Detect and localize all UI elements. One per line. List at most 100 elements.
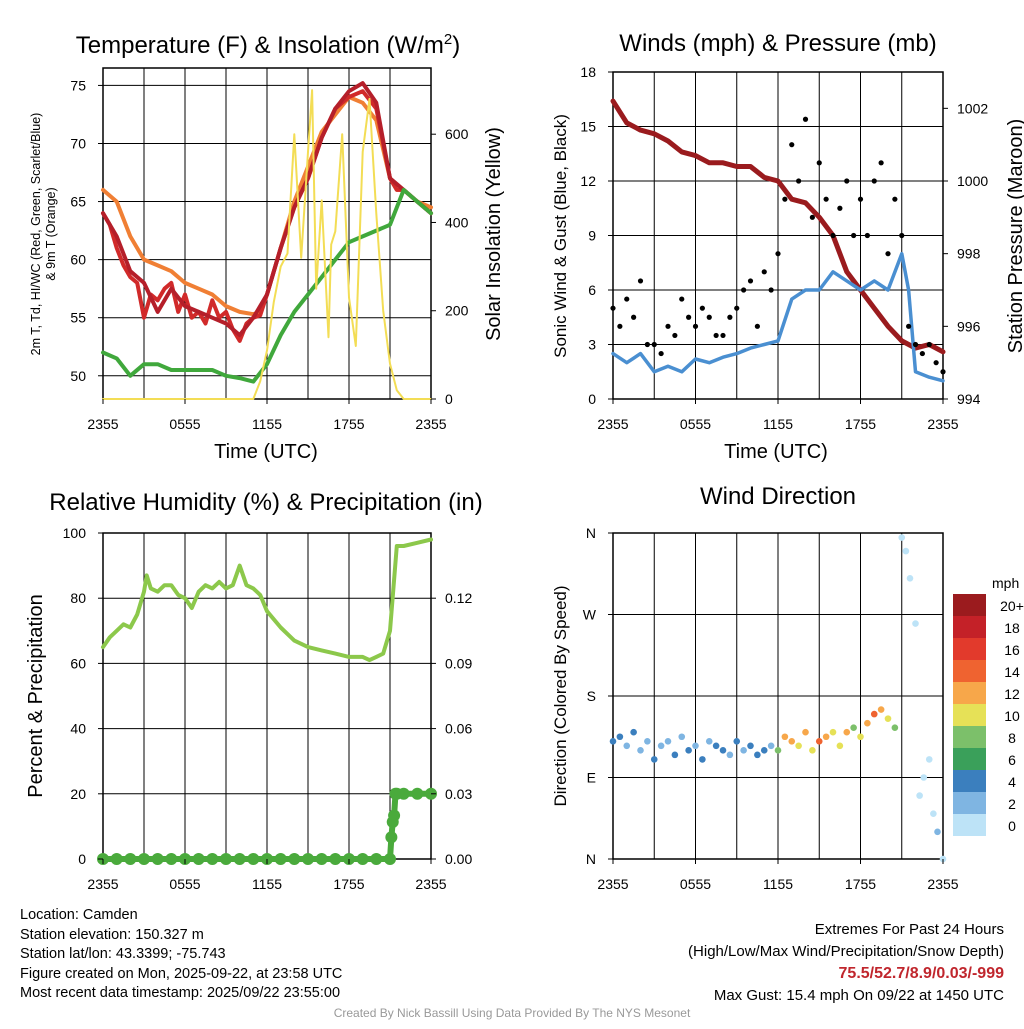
direction-point	[630, 728, 637, 736]
y2-tick-label: 0	[445, 391, 453, 407]
gust-point	[878, 160, 884, 166]
gust-point	[885, 251, 891, 257]
y-tick-label: N	[586, 851, 596, 867]
gust-point	[741, 287, 747, 293]
x-tick-label: 1755	[333, 416, 364, 432]
gust-point	[837, 205, 843, 211]
gust-point	[857, 196, 864, 202]
x-tick-label: 1755	[333, 876, 364, 892]
winds-xlabel: Time (UTC)	[724, 441, 828, 463]
y-tick-label: 50	[70, 368, 86, 384]
series-line-station-pressure	[610, 98, 946, 355]
y-tick-label: 60	[70, 252, 86, 268]
x-tick-label: 1755	[845, 876, 876, 892]
x-tick-label: 1755	[845, 416, 876, 432]
gust-point	[768, 287, 774, 293]
gust-point	[892, 196, 898, 202]
colorbar-label: 8	[1008, 730, 1016, 746]
direction-point	[891, 724, 899, 731]
direction-point	[616, 733, 624, 741]
x-tick-label: 1155	[252, 876, 282, 892]
direction-point	[934, 828, 941, 836]
gust-point	[823, 196, 829, 202]
winds-panel: Winds (mph) & Pressure (mb) 2355 0555 1155…	[551, 30, 1024, 463]
series-line-2m-td	[101, 187, 433, 384]
winds-title: Winds (mph) & Pressure (mb)	[619, 30, 936, 57]
direction-panel: Wind Direction 2355 0555 1155 1755 2355NESWN…	[551, 483, 1024, 892]
x-tick-label: 1155	[763, 876, 793, 892]
direction-point	[857, 733, 864, 741]
colorbar-swatch	[953, 704, 986, 726]
direction-point	[864, 719, 871, 727]
extremes-values: 75.5/52.7/8.9/0.03/-999	[838, 965, 1004, 982]
extremes-info: Extremes For Past 24 Hours (High/Low/Max…	[688, 919, 1004, 1007]
gust-point	[665, 323, 671, 329]
y-tick-label: 12	[580, 173, 596, 189]
y2-tick-label: 1002	[957, 100, 988, 116]
colorbar-label: 20+	[1000, 598, 1024, 614]
colorbar-label: 14	[1004, 664, 1020, 680]
series-line-rh	[101, 537, 433, 663]
gust-point	[679, 296, 685, 302]
station-info: Location: Camden Station elevation: 150.…	[20, 906, 342, 1004]
gust-point	[864, 232, 870, 239]
temperature-series	[101, 81, 433, 400]
temperature-xlabel: Time (UTC)	[214, 441, 318, 463]
direction-grid	[613, 533, 943, 859]
x-tick-label: 2355	[87, 416, 118, 432]
x-tick-label: 2355	[415, 416, 446, 432]
y-tick-label: 75	[70, 77, 86, 93]
series-line-hi-wc	[101, 81, 433, 338]
winds-ylabel-left: Sonic Wind & Gust (Blue, Black)	[551, 114, 570, 358]
direction-point	[719, 747, 727, 754]
extremes-title: Extremes For Past 24 Hours	[814, 921, 1004, 938]
series-line-2m-t	[101, 89, 433, 343]
gust-point	[644, 341, 650, 348]
direction-point	[664, 737, 672, 745]
y-tick-label: N	[586, 525, 596, 541]
direction-point	[712, 742, 720, 750]
gust-point	[713, 332, 719, 339]
direction-point	[671, 751, 679, 759]
direction-point	[822, 733, 830, 741]
direction-point	[774, 747, 782, 754]
gust-point	[672, 332, 678, 339]
direction-point	[902, 547, 910, 555]
y-tick-label: 70	[70, 135, 86, 151]
gust-point	[940, 369, 946, 375]
direction-point	[623, 742, 631, 750]
colorbar-label: 2	[1008, 796, 1016, 812]
series-line-solar-insolation	[102, 89, 432, 400]
temperature-ylabel-right: Solar Insolation (Yellow)	[483, 127, 505, 341]
y-tick-label: 80	[70, 590, 86, 606]
gust-point	[734, 305, 740, 311]
y-tick-label: 6	[588, 282, 596, 298]
humidity-ylabel-left: Percent & Precipitation	[25, 594, 47, 797]
y-tick-label: 0	[588, 391, 596, 407]
gust-point	[658, 350, 664, 357]
gust-point	[651, 341, 657, 348]
y-tick-label: S	[587, 688, 596, 704]
direction-point	[843, 728, 851, 736]
gust-point	[747, 278, 754, 284]
gust-point	[761, 269, 767, 275]
gust-point	[610, 305, 616, 311]
direction-point	[692, 742, 699, 750]
gust-point	[631, 314, 637, 320]
temperature-ticks: 2355 0555 1155 1755 2355 50 55 60 65 70 75 0 200 400 6…	[70, 77, 468, 432]
y-tick-label: 65	[70, 194, 86, 210]
winds-ticks: 2355 0555 1155 1755 235503691215189949969981…	[580, 64, 988, 432]
colorbar-swatch	[953, 770, 986, 792]
gust-point	[912, 341, 919, 348]
direction-point	[906, 574, 914, 582]
direction-point	[870, 710, 878, 718]
humidity-title: Relative Humidity (%) & Precipitation (i…	[49, 489, 482, 516]
direction-point	[637, 747, 644, 754]
credit-text: Created By Nick Bassill Using Data Provi…	[333, 1006, 691, 1020]
gust-point	[816, 160, 822, 166]
gust-point	[727, 314, 733, 320]
gust-point	[754, 323, 760, 329]
x-tick-label: 2355	[597, 876, 628, 892]
